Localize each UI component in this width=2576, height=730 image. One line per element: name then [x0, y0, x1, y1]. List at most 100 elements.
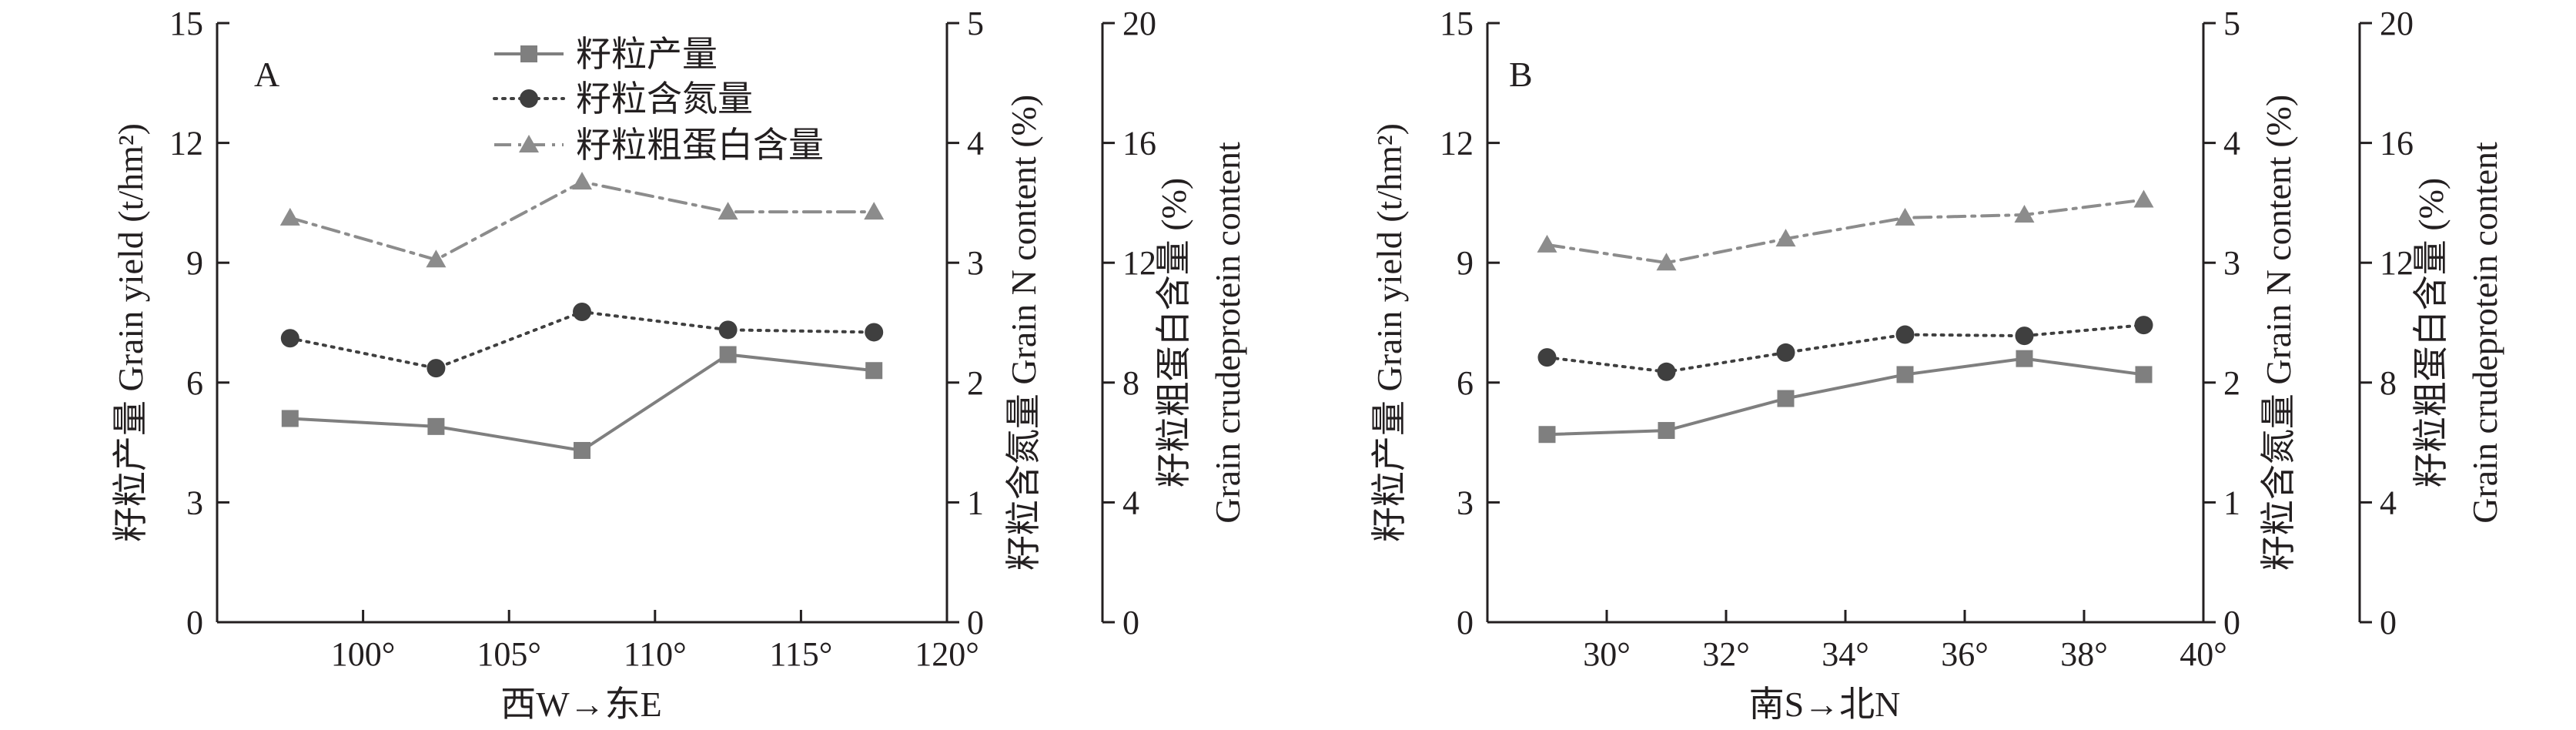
y-left-tick-label: 12 [169, 125, 203, 162]
panel-b-ylabel-right2-line1: 籽粒粗蛋白含量 (%) [2411, 178, 2451, 487]
data-point-protein [2133, 189, 2154, 208]
panel-b-ylabel-left: 籽粒产量 Grain yield (t/hm²) [1370, 123, 1409, 542]
data-point-yield [2135, 366, 2153, 383]
series-line-triangle [288, 180, 876, 262]
data-point-yield [719, 346, 737, 363]
data-point-yield [1538, 426, 1556, 444]
data-point-yield [574, 441, 590, 459]
x-tick-label: 120° [915, 635, 979, 673]
y-right-n-tick-label: 2 [2223, 364, 2240, 402]
panel-b-series [1537, 189, 2154, 444]
x-tick-label: 105° [477, 635, 541, 673]
x-tick-label: 38° [2060, 635, 2108, 673]
panel-a-xlabel: 西W→东E [500, 685, 662, 724]
data-point-protein [1537, 234, 1557, 253]
legend-nitrogen-marker [520, 89, 538, 108]
data-point-nitrogen [1776, 343, 1795, 362]
data-point-protein [864, 202, 885, 220]
data-point-nitrogen [427, 359, 446, 378]
panel-a-ylabel-left: 籽粒产量 Grain yield (t/hm²) [111, 123, 150, 542]
y-right-n-tick-label: 0 [2223, 604, 2240, 641]
data-point-nitrogen [718, 320, 738, 340]
data-point-yield [1896, 366, 1914, 383]
y-left-tick-label: 15 [169, 5, 203, 42]
y-right-protein-tick-label: 8 [1122, 364, 1139, 402]
y-right-n-tick-label: 3 [967, 244, 984, 282]
legend-item-protein: 籽粒粗蛋白含量 [494, 126, 824, 165]
x-tick-label: 110° [624, 635, 687, 673]
x-tick-label: 40° [2180, 635, 2227, 673]
data-point-nitrogen [1895, 325, 1915, 344]
data-point-yield [2016, 350, 2033, 367]
data-point-protein [2014, 204, 2035, 223]
y-left-tick-label: 3 [1457, 484, 1474, 521]
legend-nitrogen-text: 籽粒含氮量 [576, 79, 753, 119]
data-point-nitrogen [280, 329, 299, 348]
legend-yield-marker [520, 45, 537, 62]
y-left-tick-label: 12 [1440, 125, 1474, 162]
data-point-yield [427, 417, 445, 435]
y-right-protein-tick-label: 8 [2380, 364, 2397, 402]
data-point-nitrogen [1657, 362, 1676, 381]
legend-yield-text: 籽粒产量 [576, 35, 718, 74]
x-tick-label: 30° [1583, 635, 1631, 673]
data-point-nitrogen [573, 302, 591, 321]
data-point-nitrogen [1537, 348, 1557, 367]
data-point-protein [572, 172, 592, 190]
data-point-nitrogen [2134, 316, 2153, 335]
y-right-n-tick-label: 2 [967, 364, 984, 402]
y-right-protein-tick-label: 16 [2380, 125, 2414, 162]
data-point-yield [1658, 422, 1675, 440]
legend: 籽粒产量 籽粒含氮量 籽粒粗蛋白含量 [493, 35, 824, 165]
y-right-n-tick-label: 5 [967, 5, 984, 42]
y-left-tick-label: 6 [1457, 364, 1474, 402]
x-tick-label: 100° [331, 635, 396, 673]
legend-item-yield: 籽粒产量 [494, 35, 718, 74]
y-left-tick-label: 6 [186, 364, 203, 402]
data-point-nitrogen [865, 323, 884, 342]
panel-b-xlabel: 南S→北N [1749, 685, 1901, 724]
y-right-n-tick-label: 4 [2223, 125, 2240, 162]
data-point-protein [718, 202, 738, 220]
y-right-n-tick-label: 1 [967, 484, 984, 521]
y-right-protein-tick-label: 16 [1122, 125, 1156, 162]
y-left-tick-label: 3 [186, 484, 203, 521]
y-right-protein-tick-label: 4 [2380, 484, 2397, 521]
legend-protein-text: 籽粒粗蛋白含量 [576, 126, 824, 165]
y-right-protein-tick-label: 0 [1122, 604, 1139, 641]
y-left-tick-label: 0 [1457, 604, 1474, 641]
data-point-protein [1895, 207, 1915, 226]
legend-item-nitrogen: 籽粒含氮量 [493, 79, 753, 119]
y-left-tick-label: 0 [186, 604, 203, 641]
x-tick-label: 32° [1702, 635, 1750, 673]
series-line-square [288, 353, 876, 453]
panel-b-label: B [1509, 55, 1533, 94]
panel-b: B 南S→北N 籽粒产量 Grain yield (t/hm²) 籽粒含氮量 G… [1370, 5, 2504, 724]
data-point-yield [281, 410, 299, 427]
x-tick-label: 34° [1822, 635, 1869, 673]
panel-a: A 西W→东E 籽粒产量 Grain yield (t/hm²) 籽粒含氮量 G… [111, 5, 1247, 724]
y-right-protein-tick-label: 4 [1122, 484, 1139, 521]
data-point-yield [865, 362, 883, 380]
panel-a-ylabel-right2-line1: 籽粒粗蛋白含量 (%) [1154, 178, 1193, 487]
panel-a-ylabel-right2-line2: Grain crudeprotein content [1208, 142, 1247, 524]
x-tick-label: 36° [1941, 635, 1989, 673]
series-line-triangle [1545, 198, 2146, 265]
y-left-tick-label: 9 [1457, 244, 1474, 282]
x-tick-label: 115° [769, 635, 832, 673]
legend-protein-marker [519, 135, 539, 152]
data-point-protein [426, 249, 447, 268]
panel-a-label: A [254, 55, 279, 94]
series-line-square [1545, 357, 2146, 437]
y-right-protein-tick-label: 12 [1122, 244, 1156, 282]
y-right-protein-tick-label: 20 [1122, 5, 1156, 42]
y-right-protein-tick-label: 12 [2380, 244, 2414, 282]
data-point-protein [1656, 253, 1677, 271]
y-right-protein-tick-label: 20 [2380, 5, 2414, 42]
panel-a-series [279, 172, 885, 459]
y-right-n-tick-label: 1 [2223, 484, 2240, 521]
series-line-circle [1545, 323, 2146, 373]
y-left-tick-label: 9 [186, 244, 203, 282]
